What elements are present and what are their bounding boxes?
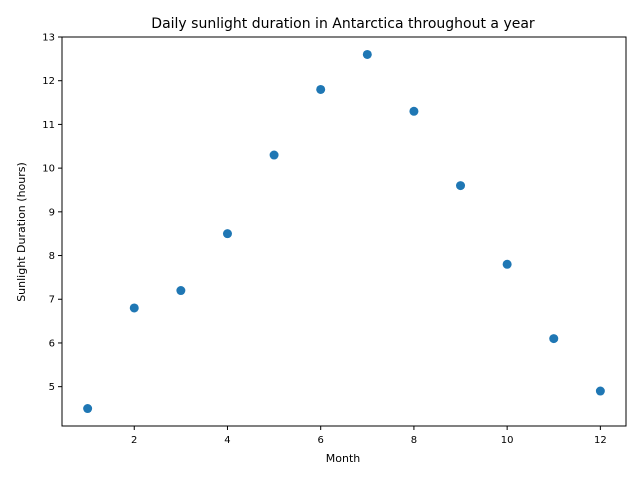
x-tick-label: 4 [224,435,230,446]
chart-title: Daily sunlight duration in Antarctica th… [151,16,535,32]
data-point [176,286,186,296]
y-tick-label: 12 [42,76,55,87]
x-tick-label: 8 [411,435,417,446]
y-tick-label: 7 [49,295,55,306]
data-point [502,259,512,269]
y-tick-label: 13 [42,33,55,44]
x-tick-label: 10 [501,435,514,446]
y-axis-ticks: 5 6 7 8 9 10 11 12 13 [42,33,62,393]
data-point [362,49,372,59]
data-point [595,386,605,396]
x-axis-label: Month [326,452,361,465]
data-point [129,303,139,313]
data-point [222,229,232,239]
x-axis-ticks: 2 4 6 8 10 12 [131,426,607,446]
x-tick-label: 12 [594,435,607,446]
x-tick-label: 6 [318,435,324,446]
data-point [316,84,326,94]
x-tick-label: 2 [131,435,137,446]
data-point [269,150,279,160]
data-points [83,49,605,414]
data-point [549,334,559,344]
y-tick-label: 11 [42,120,55,131]
y-tick-label: 8 [49,251,55,262]
data-point [409,106,419,116]
y-axis-label: Sunlight Duration (hours) [15,162,28,302]
y-tick-label: 6 [49,338,55,349]
data-point [456,181,466,191]
plot-frame [61,36,627,427]
y-tick-label: 9 [49,207,55,218]
y-tick-label: 5 [49,382,55,393]
y-tick-label: 10 [42,164,55,175]
data-point [83,404,93,414]
